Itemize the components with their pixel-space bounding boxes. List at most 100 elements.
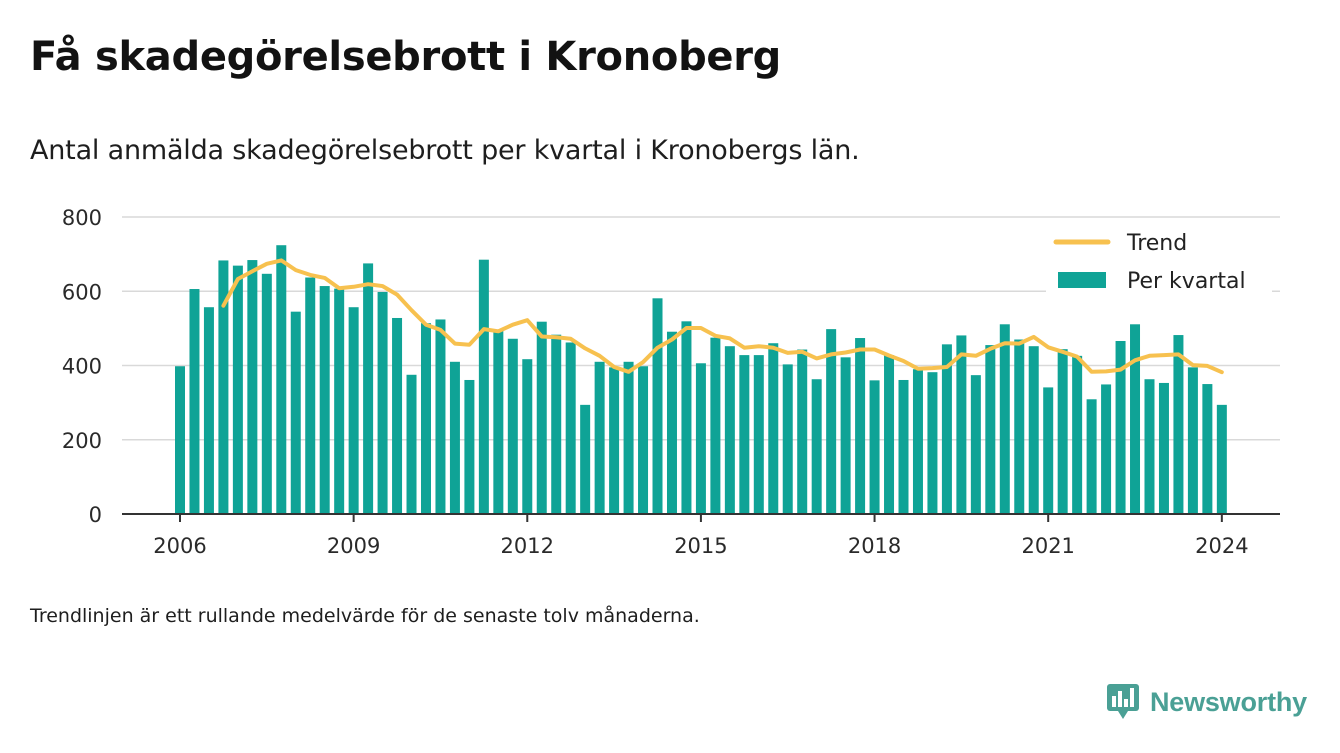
- bar: [1072, 355, 1083, 514]
- bar: [218, 260, 229, 514]
- bar: [941, 344, 952, 514]
- bar: [377, 291, 388, 514]
- bar: [1144, 379, 1155, 514]
- bar: [623, 361, 634, 514]
- bar: [493, 330, 504, 514]
- bar: [811, 379, 822, 514]
- chart-title: Få skadegörelsebrott i Kronoberg: [30, 34, 782, 80]
- bar: [363, 263, 374, 514]
- bar: [609, 367, 620, 514]
- bar: [724, 346, 735, 514]
- bar: [753, 355, 764, 514]
- bar: [652, 298, 663, 514]
- x-tick-label: 2024: [1195, 534, 1248, 558]
- bar: [536, 321, 547, 514]
- x-tick-label: 2021: [1021, 534, 1074, 558]
- bar: [565, 342, 576, 514]
- bar: [855, 338, 866, 514]
- bar: [985, 345, 996, 514]
- bar: [392, 317, 403, 514]
- bar: [1187, 367, 1198, 514]
- y-axis-labels: 0 200 400 600 800: [62, 206, 102, 527]
- bar: [594, 361, 605, 514]
- bar: [406, 374, 417, 514]
- bar: [348, 307, 359, 514]
- bar: [449, 361, 460, 514]
- bars-series: [175, 245, 1227, 514]
- bar: [232, 265, 243, 514]
- newsworthy-icon: [1106, 684, 1139, 719]
- bar: [305, 277, 316, 514]
- bar: [768, 343, 779, 514]
- bar: [1028, 346, 1039, 514]
- bar: [970, 375, 981, 514]
- bar: [334, 288, 345, 514]
- bar: [1173, 335, 1184, 514]
- bar: [1130, 324, 1141, 514]
- bar: [869, 380, 880, 514]
- bar: [1057, 349, 1068, 514]
- bar: [797, 349, 808, 514]
- bar: [1101, 384, 1112, 514]
- chart-subtitle: Antal anmälda skadegörelsebrott per kvar…: [30, 135, 860, 166]
- y-tick-label: 400: [62, 355, 102, 379]
- bar: [1043, 387, 1054, 514]
- bar: [1014, 339, 1025, 514]
- x-axis-labels: 2006 2009 2012 2015 2018 2021 2024: [153, 514, 1249, 558]
- y-tick-label: 0: [89, 503, 102, 527]
- y-tick-label: 800: [62, 206, 102, 230]
- bar: [522, 359, 533, 514]
- bar: [1216, 404, 1227, 514]
- bar: [695, 363, 706, 514]
- x-tick-label: 2009: [327, 534, 380, 558]
- bar: [464, 379, 475, 514]
- bar: [840, 357, 851, 514]
- bar: [739, 355, 750, 514]
- bar: [580, 404, 591, 514]
- bar: [956, 335, 967, 514]
- x-tick-label: 2018: [848, 534, 901, 558]
- legend-bar-label: Per kvartal: [1127, 269, 1246, 294]
- brand-name: Newsworthy: [1149, 686, 1307, 717]
- y-tick-label: 600: [62, 280, 102, 304]
- brand-logo[interactable]: Newsworthy: [1106, 682, 1307, 722]
- x-tick-label: 2012: [501, 534, 554, 558]
- legend-trend-label: Trend: [1126, 231, 1187, 256]
- bar: [884, 355, 895, 514]
- bar: [420, 323, 431, 514]
- bar: [478, 259, 489, 514]
- bar: [1158, 382, 1169, 514]
- bar: [1202, 384, 1213, 514]
- bar: [1115, 340, 1126, 514]
- bar: [999, 324, 1010, 514]
- trend-line: [221, 258, 1224, 375]
- bar: [666, 331, 677, 514]
- bar: [290, 311, 301, 514]
- bar: [435, 319, 446, 514]
- bar: [782, 364, 793, 514]
- bar: [638, 366, 649, 514]
- bar: [247, 260, 258, 514]
- bar: [175, 366, 185, 514]
- bar: [507, 338, 518, 514]
- bar: [927, 372, 938, 514]
- bar: [203, 307, 214, 514]
- y-tick-label: 200: [62, 429, 102, 453]
- bar: [826, 329, 837, 514]
- legend: Trend Per kvartal: [1046, 224, 1272, 294]
- footnote: Trendlinjen är ett rullande medelvärde f…: [30, 605, 700, 627]
- bar: [1086, 399, 1097, 514]
- x-tick-label: 2015: [674, 534, 727, 558]
- x-tick-label: 2006: [153, 534, 206, 558]
- bar: [551, 334, 562, 514]
- bar: [710, 337, 721, 514]
- bar: [276, 245, 287, 514]
- bar: [898, 379, 909, 514]
- bar: [319, 286, 330, 514]
- bar: [189, 289, 200, 514]
- bar: [912, 369, 923, 514]
- bar: [681, 321, 692, 514]
- legend-bar-swatch: [1058, 272, 1106, 288]
- bar: [261, 273, 272, 514]
